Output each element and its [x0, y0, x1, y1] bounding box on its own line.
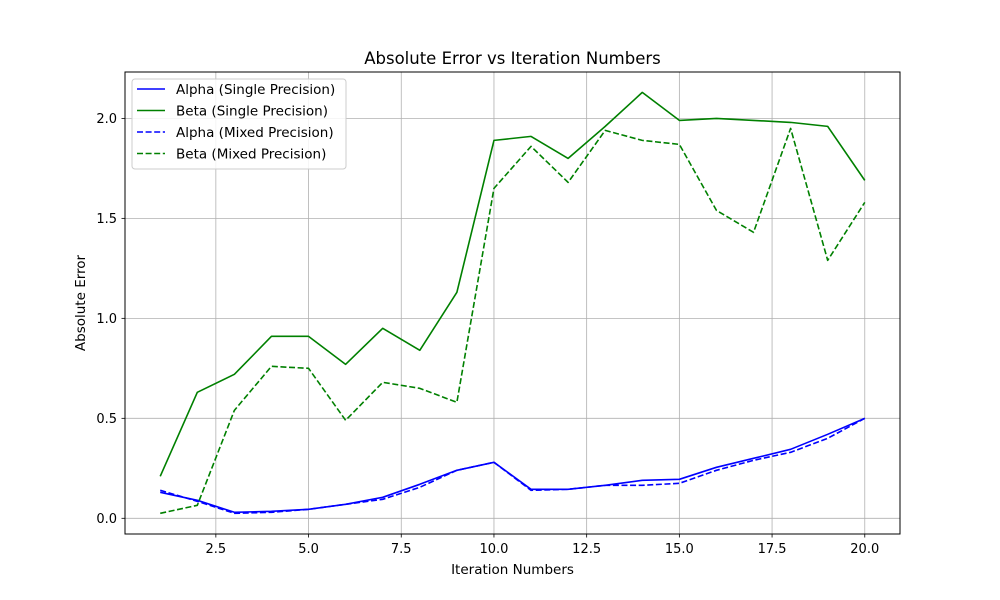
x-tick-label: 12.5 [572, 542, 601, 557]
legend-box [131, 78, 347, 170]
series-line-0 [160, 417, 866, 514]
y-tick-label: 1.5 [96, 212, 117, 227]
y-tick-label: 1.0 [96, 312, 117, 327]
legend-label: Alpha (Single Precision) [176, 82, 335, 98]
x-tick-label: 7.5 [391, 542, 412, 557]
series-line-1 [159, 91, 866, 477]
y-tick-label: 2.0 [96, 112, 117, 127]
legend-label: Beta (Mixed Precision) [176, 147, 326, 163]
series-line-2 [160, 417, 866, 515]
x-tick-label: 10.0 [479, 542, 508, 557]
chart-title: Absolute Error vs Iteration Numbers [364, 49, 661, 68]
plot-frame [124, 71, 901, 535]
y-tick-label: 0.5 [96, 412, 117, 427]
series-line-3 [160, 127, 866, 515]
x-tick-label: 17.5 [758, 542, 787, 557]
grid-lines [125, 72, 900, 534]
axis-ticks: 2.5 5.0 7.5 10.0 12.5 15.0 17.5 20.0 0.0 0.5 1.0 1.… [96, 112, 879, 557]
y-axis-label: Absolute Error [73, 254, 89, 351]
y-tick-label: 0.0 [96, 512, 117, 527]
series-lines [159, 91, 866, 515]
x-tick-label: 20.0 [850, 542, 879, 557]
legend-label: Alpha (Mixed Precision) [176, 125, 334, 141]
x-tick-label: 2.5 [206, 542, 227, 557]
x-tick-label: 15.0 [665, 542, 694, 557]
x-axis-label: Iteration Numbers [451, 562, 574, 578]
legend-label: Beta (Single Precision) [176, 104, 328, 120]
legend: Alpha (Single Precision) Beta (Single Pre… [131, 78, 347, 170]
x-tick-label: 5.0 [298, 542, 319, 557]
